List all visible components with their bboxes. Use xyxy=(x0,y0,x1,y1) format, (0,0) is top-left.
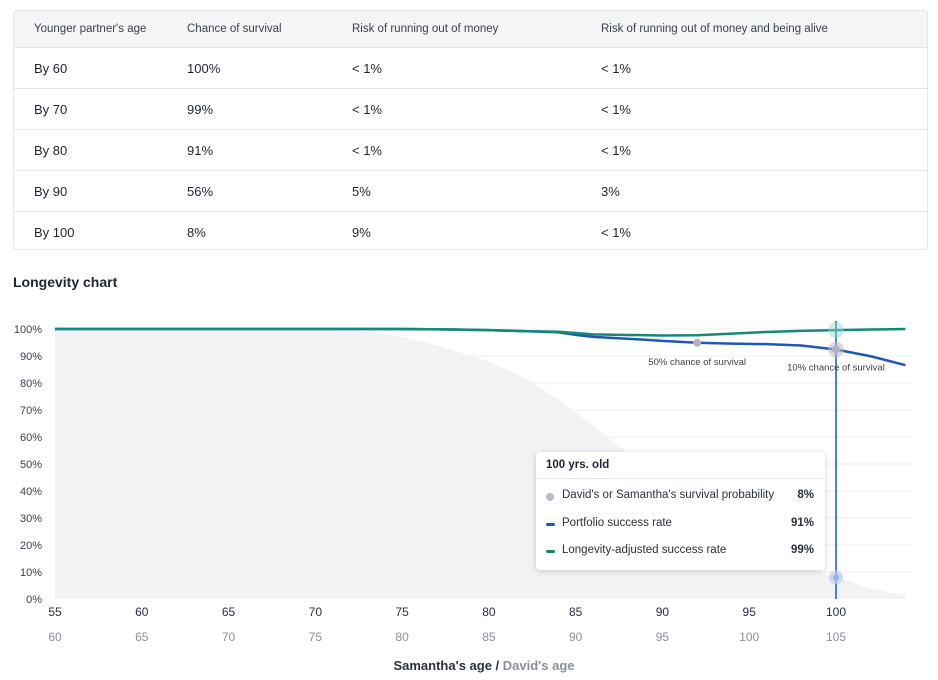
table-cell: 100% xyxy=(187,61,221,76)
x-tick-label: 70 xyxy=(309,605,323,619)
table-cell: 56% xyxy=(187,184,214,199)
tooltip-row-longevity: Longevity-adjusted success rate 99% xyxy=(546,544,815,560)
table-cell: By 70 xyxy=(34,102,68,117)
x-tick-label-secondary: 85 xyxy=(482,630,496,644)
x-tick-label-secondary: 70 xyxy=(222,630,236,644)
y-tick-label: 40% xyxy=(20,486,42,498)
x-axis: 55 60 60 65 65 70 70 75 75 80 80 85 85 90 90 95 95 100 100… xyxy=(48,605,846,644)
table-cell: < 1% xyxy=(601,143,631,158)
table-cell: < 1% xyxy=(352,61,382,76)
survival-dot-icon xyxy=(546,493,554,501)
table-cell: < 1% xyxy=(352,143,382,158)
x-tick-label: 75 xyxy=(395,605,409,619)
table-cell: By 60 xyxy=(34,61,68,76)
x-tick-label-secondary: 75 xyxy=(309,630,323,644)
x-tick-label: 85 xyxy=(569,605,583,619)
longevity-line-icon xyxy=(546,550,555,553)
tooltip-row-portfolio: Portfolio success rate 91% xyxy=(546,517,815,533)
tooltip-value: 99% xyxy=(790,544,814,556)
x-tick-label: 65 xyxy=(222,605,236,619)
tooltip-label: David's or Samantha's survival probabili… xyxy=(562,489,775,501)
tooltip-divider xyxy=(536,478,825,479)
tooltip-label: Longevity-adjusted success rate xyxy=(562,544,727,556)
x-axis-label-primary: Samantha's age xyxy=(393,658,492,673)
x-tick-label: 80 xyxy=(482,605,496,619)
table-cell: < 1% xyxy=(352,102,382,117)
x-tick-label: 55 xyxy=(48,605,62,619)
tooltip-title: 100 yrs. old xyxy=(546,459,610,471)
survival-hover-point xyxy=(833,574,839,581)
x-axis-label: Samantha's age / David's age xyxy=(0,658,938,673)
tooltip-row-survival: David's or Samantha's survival probabili… xyxy=(546,489,815,505)
table-cell: 8% xyxy=(187,225,206,240)
table-cell: 9% xyxy=(352,225,371,240)
y-tick-label: 90% xyxy=(20,351,42,363)
y-tick-label: 50% xyxy=(20,459,42,471)
table-cell: < 1% xyxy=(601,225,631,240)
survival-table: Younger partner's age Chance of survival… xyxy=(13,10,928,250)
table-cell: 99% xyxy=(187,102,214,117)
portfolio-line-icon xyxy=(546,523,555,526)
y-tick-label: 10% xyxy=(20,567,42,579)
x-tick-label-secondary: 60 xyxy=(48,630,62,644)
chart-tooltip: 100 yrs. old David's or Samantha's survi… xyxy=(536,452,825,570)
table-row: By 70 99% < 1% < 1% xyxy=(14,88,927,129)
x-tick-label: 100 xyxy=(826,605,846,619)
table-cell: < 1% xyxy=(601,61,631,76)
table-row: By 60 100% < 1% < 1% xyxy=(14,47,927,88)
x-tick-label-secondary: 80 xyxy=(395,630,409,644)
chart-markers: 50% chance of survival 10% chance of surv… xyxy=(648,322,885,585)
longevity-hover-halo xyxy=(828,322,844,339)
table-cell: 91% xyxy=(187,143,214,158)
table-header-cell: Chance of survival xyxy=(187,23,282,35)
y-tick-label: 60% xyxy=(20,432,42,444)
x-axis-label-separator: / xyxy=(491,658,503,673)
table-row: By 100 8% 9% < 1% xyxy=(14,211,927,249)
x-tick-label-secondary: 100 xyxy=(739,630,759,644)
milestone-point xyxy=(832,345,840,354)
table-row: By 80 91% < 1% < 1% xyxy=(14,129,927,170)
x-tick-label-secondary: 90 xyxy=(569,630,583,644)
table-header-cell: Younger partner's age xyxy=(34,23,147,35)
x-tick-label: 90 xyxy=(656,605,670,619)
x-tick-label-secondary: 65 xyxy=(135,630,149,644)
milestone-label: 50% chance of survival xyxy=(648,357,746,368)
y-tick-label: 20% xyxy=(20,540,42,552)
table-header-cell: Risk of running out of money and being a… xyxy=(601,23,828,35)
table-cell: By 100 xyxy=(34,225,75,240)
y-tick-label: 30% xyxy=(20,513,42,525)
x-axis-label-secondary: David's age xyxy=(502,658,575,673)
table-row: By 90 56% 5% 3% xyxy=(14,170,927,211)
y-tick-label: 100% xyxy=(14,324,42,336)
table-cell: 3% xyxy=(601,184,620,199)
tooltip-value: 8% xyxy=(797,489,814,501)
table-cell: < 1% xyxy=(601,102,631,117)
y-axis: 0% 10% 20% 30% 40% 50% 60% 70% 80% 90% 100% xyxy=(14,324,42,606)
tooltip-label: Portfolio success rate xyxy=(562,517,672,529)
milestone-label: 10% chance of survival xyxy=(787,363,885,374)
x-tick-label-secondary: 105 xyxy=(826,630,846,644)
x-tick-label: 60 xyxy=(135,605,149,619)
y-tick-label: 0% xyxy=(26,594,42,606)
table-cell: By 80 xyxy=(34,143,68,158)
x-tick-label-secondary: 95 xyxy=(656,630,670,644)
table-header-cell: Risk of running out of money xyxy=(352,23,499,35)
table-cell: By 90 xyxy=(34,184,68,199)
table-cell: 5% xyxy=(352,184,371,199)
chart-title: Longevity chart xyxy=(13,274,118,290)
x-tick-label: 95 xyxy=(743,605,757,619)
y-tick-label: 70% xyxy=(20,405,42,417)
tooltip-value: 91% xyxy=(790,517,814,529)
longevity-adjusted-line xyxy=(55,327,906,337)
y-tick-label: 80% xyxy=(20,378,42,390)
milestone-point xyxy=(693,338,702,347)
table-header-row: Younger partner's age Chance of survival… xyxy=(14,11,927,47)
